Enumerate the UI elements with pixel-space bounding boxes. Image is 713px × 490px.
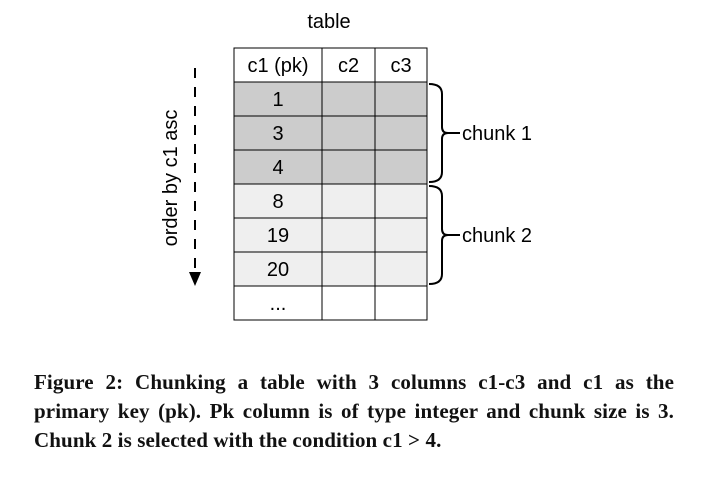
order-axis-label: order by c1 asc	[160, 110, 182, 247]
table-cell	[233, 251, 323, 287]
table-cell	[374, 183, 428, 219]
chunk-label: chunk 1	[462, 123, 532, 145]
c1-value: 3	[272, 123, 283, 145]
table-cell	[321, 217, 376, 253]
table-cell	[374, 251, 428, 287]
table-cell	[321, 183, 376, 219]
order-arrow-icon	[189, 68, 201, 286]
table-cell	[374, 115, 428, 151]
header-cell	[321, 47, 376, 83]
chunk-label: chunk 2	[462, 225, 532, 247]
column-header: c3	[390, 55, 411, 77]
c1-value: 1	[272, 89, 283, 111]
data-table: c1 (pk) c2 c3 1 3 4 8 19 20...	[233, 47, 428, 321]
c1-value: ...	[270, 293, 287, 315]
header-cell	[374, 47, 428, 83]
c1-value: 19	[267, 225, 289, 247]
c1-value: 20	[267, 259, 289, 281]
table-cell	[321, 251, 376, 287]
table-cell	[374, 285, 428, 321]
figure-caption: Figure 2: Chunking a table with 3 column…	[34, 370, 674, 452]
figure: table order by c1 asc c1 (pk) c2 c3 1 3 4 8 19 2…	[160, 11, 532, 321]
chunk-brace-icon	[428, 83, 460, 183]
column-header: c1 (pk)	[247, 55, 308, 77]
chunk-brace-icon	[428, 185, 460, 285]
c1-value: 8	[272, 191, 283, 213]
table-title: table	[307, 11, 350, 33]
table-cell	[374, 149, 428, 185]
table-cell	[321, 285, 376, 321]
table-cell	[321, 149, 376, 185]
table-cell	[321, 115, 376, 151]
c1-value: 4	[272, 157, 283, 179]
table-cell	[321, 81, 376, 117]
table-cell	[233, 285, 323, 321]
table-cell	[233, 217, 323, 253]
chunk-braces: chunk 1 chunk 2	[428, 83, 532, 285]
column-header: c2	[338, 55, 359, 77]
table-cell	[374, 217, 428, 253]
table-cell	[374, 81, 428, 117]
